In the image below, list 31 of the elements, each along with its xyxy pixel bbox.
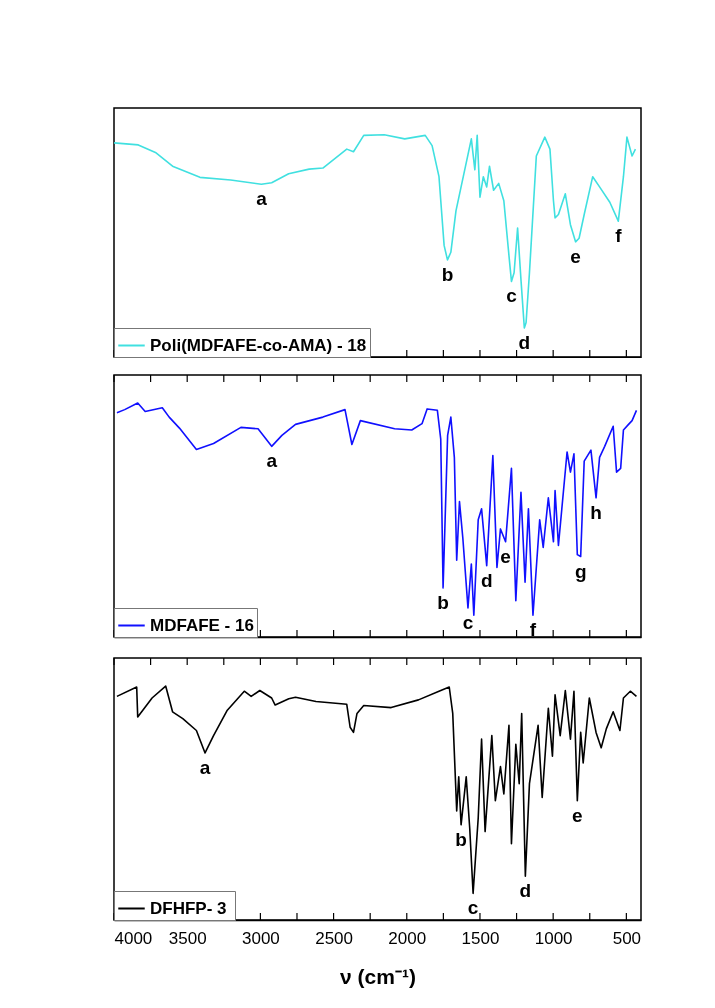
annotation: f bbox=[615, 225, 623, 247]
x-tick-label: 4000 bbox=[114, 928, 153, 948]
legend-label: Poli(MDFAFE-co-AMA) - 18 bbox=[150, 335, 367, 355]
annotation: d bbox=[519, 880, 532, 902]
x-tick-label: 500 bbox=[612, 928, 642, 948]
x-tick-label: 2000 bbox=[388, 928, 427, 948]
annotation: a bbox=[256, 188, 268, 210]
annotation: e bbox=[500, 545, 511, 567]
annotation: d bbox=[518, 331, 531, 353]
x-tick-label: 1500 bbox=[461, 928, 500, 948]
x-tick-label: 3500 bbox=[168, 928, 207, 948]
annotation: b bbox=[455, 828, 467, 850]
legend-label: MDFAFE - 16 bbox=[150, 615, 254, 635]
x-tick-label: 2500 bbox=[315, 928, 353, 948]
annotation: g bbox=[574, 560, 587, 582]
annotation: a bbox=[266, 450, 278, 472]
annotation: c bbox=[462, 611, 474, 633]
annotation: d bbox=[480, 569, 493, 591]
annotation: c bbox=[467, 897, 479, 919]
x-axis-title: ν (cm⁻¹) bbox=[340, 964, 416, 988]
annotation: a bbox=[199, 756, 211, 778]
x-tick-label: 3000 bbox=[241, 928, 280, 948]
x-tick-label: 1000 bbox=[534, 928, 573, 948]
annotation: h bbox=[590, 501, 602, 523]
annotation: b bbox=[437, 591, 449, 613]
annotation: c bbox=[506, 285, 518, 307]
annotation: f bbox=[529, 619, 537, 641]
legend-label: DFHFP- 3 bbox=[150, 898, 227, 918]
annotation: e bbox=[572, 804, 583, 826]
annotation: b bbox=[441, 263, 454, 285]
annotation: e bbox=[570, 245, 581, 267]
